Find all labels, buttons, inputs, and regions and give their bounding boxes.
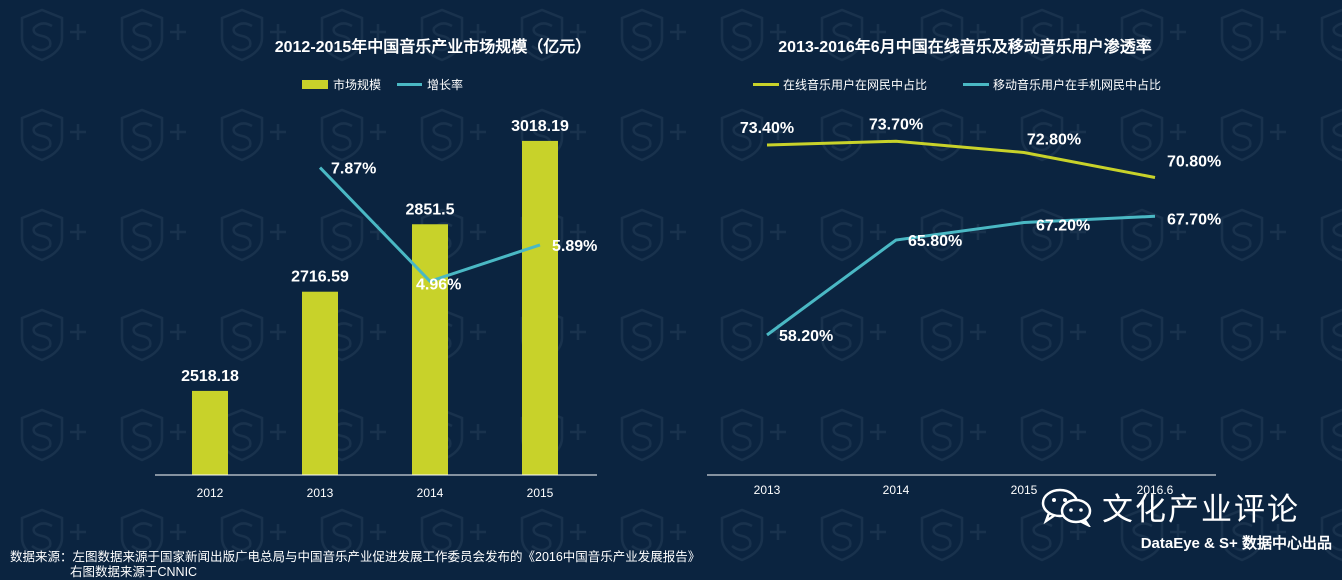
bar-2014 <box>412 224 448 475</box>
legend-label-online: 在线音乐用户在网民中占比 <box>783 77 927 92</box>
data-source-note: 数据来源：左图数据来源于国家新闻出版广电总局与中国音乐产业促进发展工作委员会发布… <box>10 550 701 564</box>
watermark-text: 文化产业评论 <box>1102 492 1300 528</box>
bar-2013 <box>302 291 338 475</box>
growth-rate-line <box>318 166 541 283</box>
bar-value-label: 2851.5 <box>406 201 455 218</box>
online-value-label: 73.40% <box>740 120 794 137</box>
data-source-note-2: 右图数据来源于CNNIC <box>70 565 198 579</box>
x-tick-label: 2016.6 <box>1137 483 1174 497</box>
market-size-chart: 2012-2015年中国音乐产业市场规模（亿元） 市场规模 增长率 2012 20… <box>155 37 597 500</box>
chart-legend: 在线音乐用户在网民中占比 移动音乐用户在手机网民中占比 <box>753 77 1161 92</box>
growth-value-label: 4.96% <box>416 276 461 293</box>
online-value-label: 70.80% <box>1167 154 1221 171</box>
x-tick-label: 2012 <box>197 486 224 500</box>
mobile-user-line <box>766 214 1156 337</box>
online-user-line <box>766 139 1156 179</box>
x-tick-label: 2014 <box>883 483 910 497</box>
bar-2015 <box>522 140 558 475</box>
legend-label-mobile: 移动音乐用户在手机网民中占比 <box>993 77 1161 92</box>
legend-label-line: 增长率 <box>427 77 463 92</box>
x-tick-label: 2013 <box>307 486 334 500</box>
chart-title: 2012-2015年中国音乐产业市场规模（亿元） <box>275 37 592 56</box>
watermark: 文化产业评论 <box>1040 484 1300 529</box>
bar-2012 <box>192 390 228 475</box>
bar-value-label: 2518.18 <box>181 368 239 385</box>
mobile-value-label: 67.70% <box>1167 211 1221 228</box>
chart-legend: 市场规模 增长率 <box>302 77 463 92</box>
x-tick-label: 2014 <box>417 486 444 500</box>
mobile-value-label: 58.20% <box>779 328 833 345</box>
x-tick-label: 2013 <box>754 483 781 497</box>
bar-value-label: 3018.19 <box>511 118 569 135</box>
online-value-label: 72.80% <box>1027 132 1081 149</box>
legend-swatch-bar <box>302 80 328 89</box>
legend-label-bar: 市场规模 <box>333 77 381 92</box>
brand-credit: DataEye & S+ 数据中心出品 <box>1140 535 1332 552</box>
penetration-chart: 2013-2016年6月中国在线音乐及移动音乐用户渗透率 在线音乐用户在网民中占… <box>707 37 1221 497</box>
mobile-value-label: 65.80% <box>908 233 962 250</box>
wechat-icon <box>1041 488 1092 527</box>
mobile-value-label: 67.20% <box>1036 218 1090 235</box>
growth-value-label: 5.89% <box>552 238 597 255</box>
x-tick-label: 2015 <box>1011 483 1038 497</box>
online-value-label: 73.70% <box>869 116 923 133</box>
x-tick-label: 2015 <box>527 486 554 500</box>
bar-value-label: 2716.59 <box>291 269 349 286</box>
growth-value-label: 7.87% <box>331 161 376 178</box>
chart-title: 2013-2016年6月中国在线音乐及移动音乐用户渗透率 <box>778 37 1151 56</box>
